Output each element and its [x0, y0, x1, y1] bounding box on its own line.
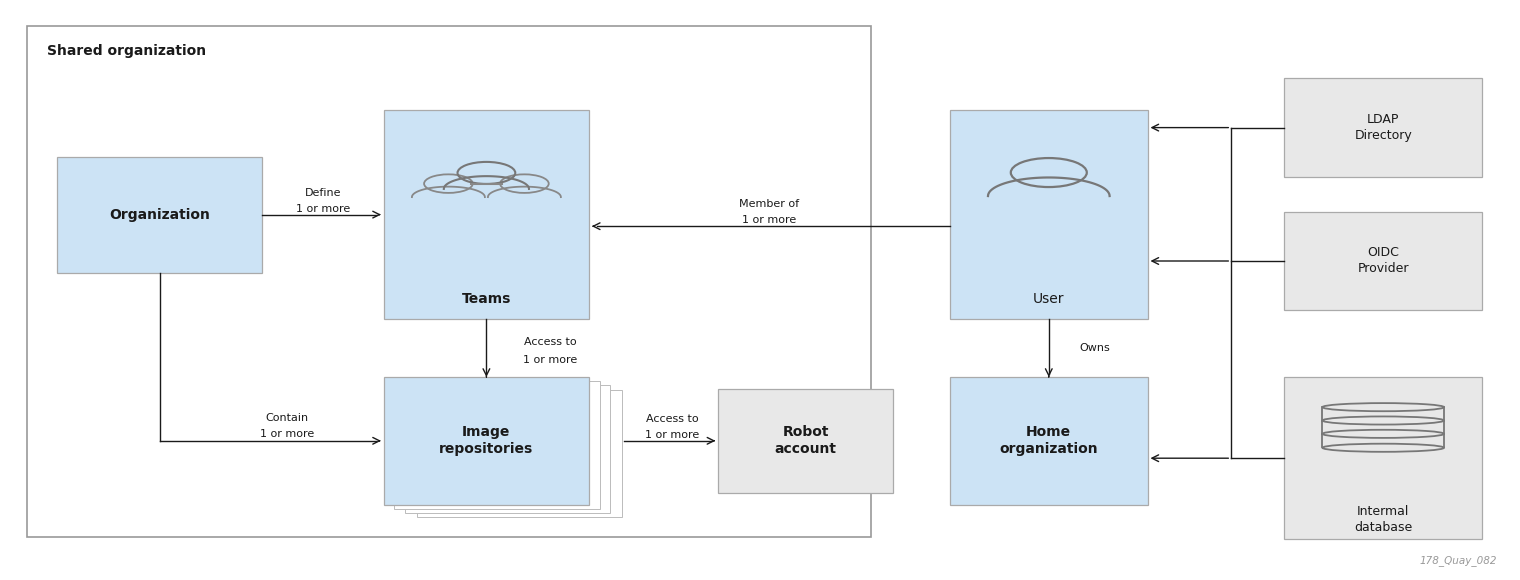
Text: Owns: Owns: [1079, 343, 1110, 353]
Text: Access to: Access to: [524, 337, 576, 347]
Text: Home
organization: Home organization: [1000, 425, 1097, 456]
Text: Organization: Organization: [109, 208, 210, 222]
Text: 1 or more: 1 or more: [646, 430, 699, 440]
Text: Teams: Teams: [462, 292, 511, 306]
FancyBboxPatch shape: [404, 385, 611, 513]
Text: 1 or more: 1 or more: [260, 429, 315, 439]
Text: 1 or more: 1 or more: [296, 204, 350, 214]
Text: 1 or more: 1 or more: [523, 354, 578, 365]
Text: Image
repositories: Image repositories: [439, 425, 534, 456]
FancyBboxPatch shape: [1284, 78, 1482, 177]
FancyBboxPatch shape: [395, 381, 599, 509]
FancyBboxPatch shape: [56, 157, 261, 273]
Text: OIDC
Provider: OIDC Provider: [1357, 246, 1409, 276]
Text: Contain: Contain: [266, 412, 309, 423]
Text: 178_Quay_082: 178_Quay_082: [1420, 554, 1497, 566]
Text: Access to: Access to: [646, 414, 699, 424]
FancyBboxPatch shape: [719, 389, 894, 493]
Text: 1 or more: 1 or more: [742, 215, 796, 226]
FancyBboxPatch shape: [950, 110, 1148, 319]
FancyBboxPatch shape: [27, 26, 871, 536]
Text: Shared organization: Shared organization: [47, 44, 207, 57]
Text: Define: Define: [304, 187, 342, 198]
FancyBboxPatch shape: [383, 377, 590, 505]
FancyBboxPatch shape: [416, 390, 623, 517]
Text: Member of: Member of: [739, 199, 800, 209]
FancyBboxPatch shape: [1284, 377, 1482, 539]
Text: Robot
account: Robot account: [775, 425, 836, 456]
Text: Intermal
database: Intermal database: [1354, 505, 1412, 534]
Text: LDAP
Directory: LDAP Directory: [1354, 113, 1412, 142]
FancyBboxPatch shape: [1284, 212, 1482, 310]
FancyBboxPatch shape: [950, 377, 1148, 505]
FancyBboxPatch shape: [383, 110, 590, 319]
Text: User: User: [1034, 292, 1064, 306]
